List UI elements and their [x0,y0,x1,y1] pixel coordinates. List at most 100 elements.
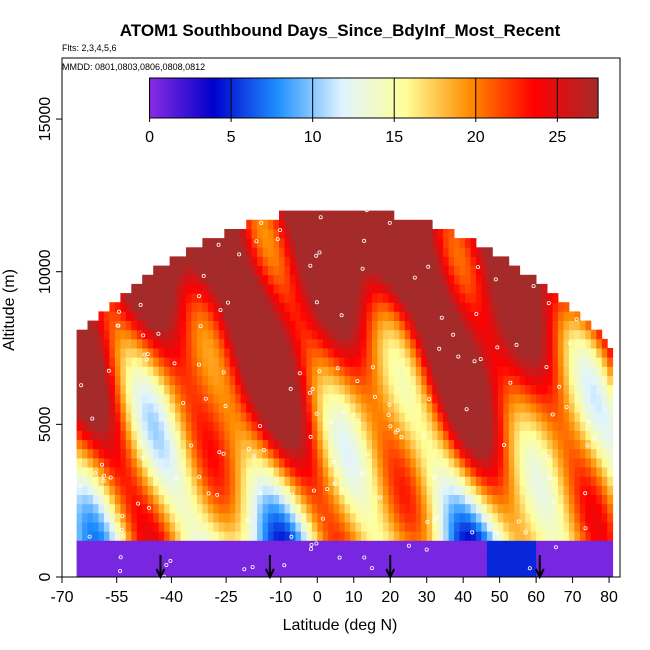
heatmap-cell [82,531,88,541]
heatmap-cell [372,366,378,376]
heatmap-cell [120,393,127,404]
heatmap-cell [240,503,247,514]
heatmap-cell [366,256,373,266]
heatmap-cell [235,403,242,413]
heatmap-cell [525,430,532,441]
heatmap-cell [218,412,225,422]
heatmap-cell [147,512,154,523]
heatmap-cell [142,522,149,532]
sample-marker [290,492,295,497]
axes: -70 -55 -40 -25 -10 0 10 20 30 40 50 60 70 8005000100… [37,57,621,606]
heatmap-cell [361,274,367,285]
heatmap-cell [366,283,373,294]
heatmap-cell [224,229,231,239]
heatmap-cell [404,283,411,294]
heatmap-cell [213,476,220,486]
heatmap-cell [393,457,400,468]
heatmap-cell [311,283,318,294]
heatmap-cell [147,467,154,477]
heatmap-cell [169,439,176,450]
heatmap-cell [503,302,510,312]
heatmap-cell [147,522,154,532]
heatmap-cell [98,503,105,514]
heatmap-cell [475,302,482,312]
heatmap-cell [240,348,247,358]
heatmap-cell [328,412,335,422]
heatmap-cell [552,439,559,450]
heatmap-cell [568,320,575,331]
heatmap-cell [246,393,253,404]
heatmap-cell [218,512,225,523]
heatmap-cell [607,439,614,450]
heatmap-cell [229,448,236,459]
heatmap-cell [322,494,329,505]
heatmap-cell [120,457,127,468]
heatmap-cell [568,393,575,404]
heatmap-cell [196,338,203,349]
heatmap-cell [279,558,285,569]
heatmap-cell [454,265,460,276]
heatmap-cell [229,476,236,486]
sample-marker [168,558,173,563]
heatmap-cell [470,293,477,303]
heatmap-cell [355,485,362,495]
heatmap-cell [339,430,346,441]
heatmap-cell [519,448,526,459]
heatmap-cell [284,293,291,303]
heatmap-cell [279,274,285,285]
heatmap-cell [377,293,384,303]
heatmap-cell [361,229,367,239]
heatmap-cell [481,476,488,486]
heatmap-cell [432,540,439,550]
heatmap-cell [492,393,499,404]
heatmap-cell [503,393,510,404]
heatmap-cell [421,549,428,560]
heatmap-cell [202,448,209,459]
heatmap-cell [410,229,417,239]
heatmap-cell [191,467,198,477]
heatmap-cell [443,494,449,505]
heatmap-cell [147,348,154,358]
heatmap-cell [273,348,280,358]
heatmap-cell [246,283,253,294]
heatmap-cell [361,338,367,349]
heatmap-cell [191,512,198,523]
heatmap-cell [339,366,346,376]
heatmap-cell [322,338,329,349]
heatmap-cell [361,256,367,266]
heatmap-cell [377,540,384,550]
heatmap-cell [415,366,422,376]
heatmap-cell [443,439,449,450]
heatmap-cell [448,522,455,532]
heatmap-cell [224,512,231,523]
heatmap-cell [459,283,466,294]
heatmap-cell [153,494,160,505]
heatmap-cell [82,439,88,450]
heatmap-cell [98,375,105,386]
heatmap-cell [268,522,274,532]
heatmap-cell [350,293,356,303]
heatmap-cell [486,512,493,523]
heatmap-cell [552,567,559,578]
heatmap-cell [87,503,94,514]
heatmap-cell [552,311,559,321]
heatmap-cell [579,338,586,349]
heatmap-cell [76,531,83,541]
heatmap-cell [459,238,466,248]
x-tick-label: 10 [345,589,363,606]
heatmap-cell [153,274,160,285]
heatmap-cell [481,503,488,514]
heatmap-cell [196,283,203,294]
heatmap-cell [328,430,335,441]
heatmap-cell [273,485,280,495]
heatmap-cell [196,494,203,505]
heatmap-cell [454,412,460,422]
heatmap-cell [306,229,313,239]
heatmap-cell [443,247,449,257]
heatmap-cell [607,375,614,386]
heatmap-cell [295,494,302,505]
heatmap-cell [295,531,302,541]
heatmap-cell [432,403,439,413]
heatmap-cell [158,338,165,349]
heatmap-cell [284,448,291,459]
